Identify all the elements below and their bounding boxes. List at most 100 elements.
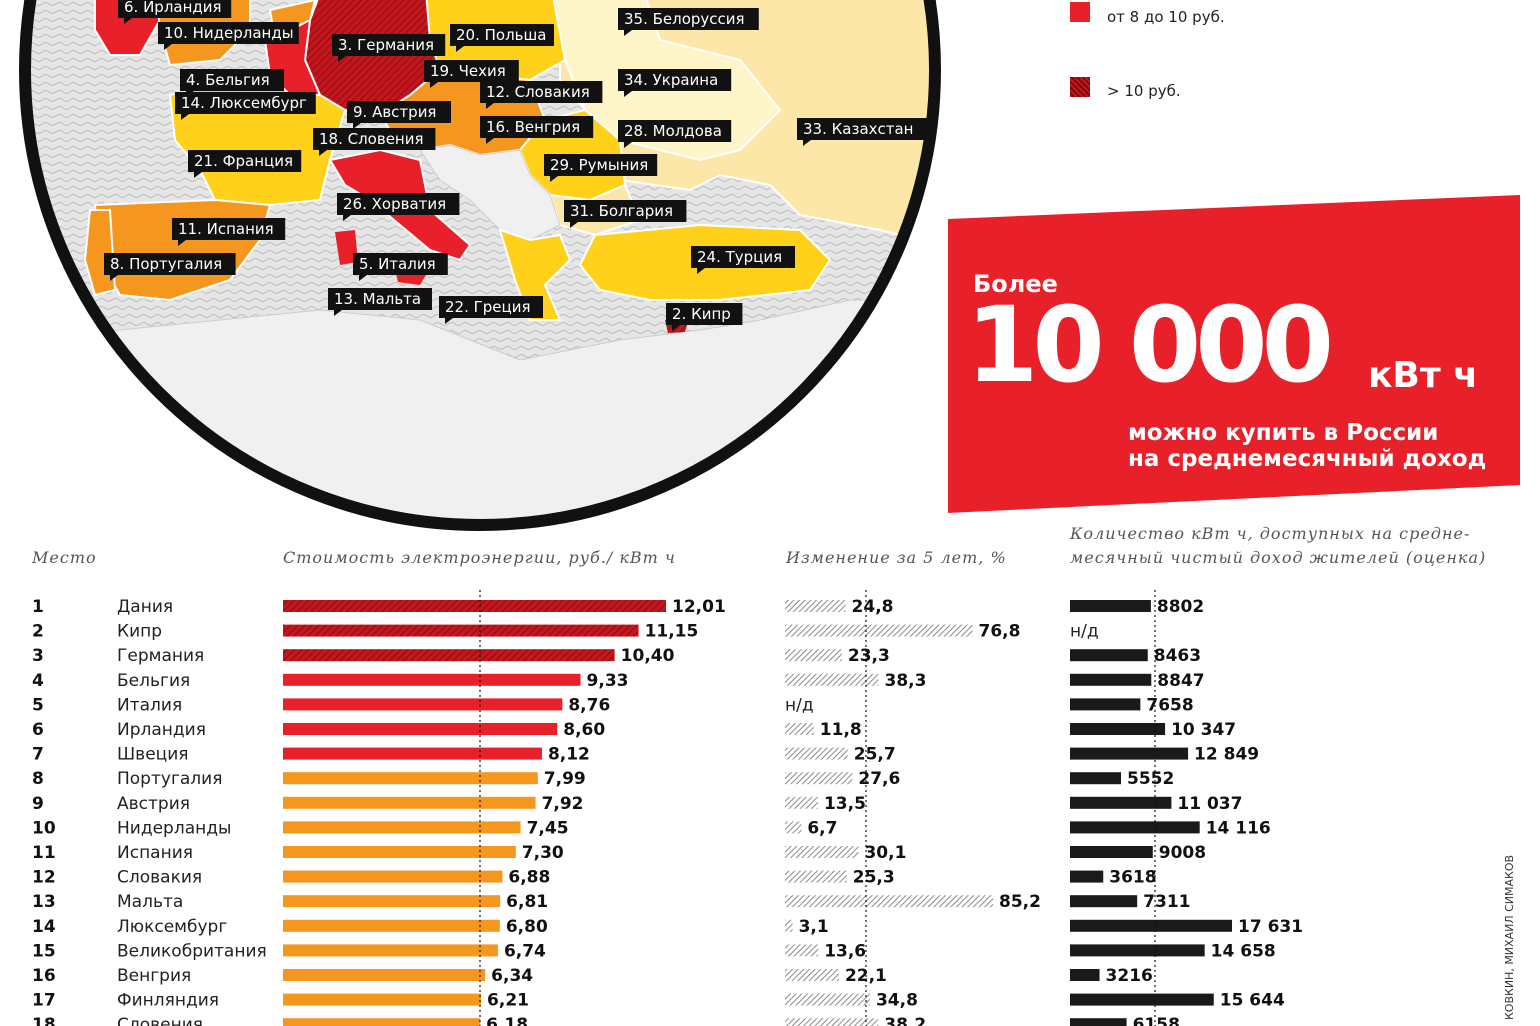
svg-text:34. Украина: 34. Украина <box>624 71 718 89</box>
map-label: 26. Хорватия <box>337 193 460 221</box>
table-row: 12 Словакия 6,88 25,3 3618 <box>32 868 1157 888</box>
rank-cell: 18 <box>32 1015 56 1026</box>
country-cell: Португалия <box>117 769 222 789</box>
rank-cell: 6 <box>32 720 44 740</box>
rank-cell: 10 <box>32 818 56 838</box>
kwh-bar <box>1070 747 1189 760</box>
map-label: 19. Чехия <box>424 60 519 88</box>
kwh-value: 14 116 <box>1206 818 1271 838</box>
legend-label-8-10: от 8 до 10 руб. <box>1107 8 1225 26</box>
rank-cell: 4 <box>32 671 44 691</box>
change-value: 24,8 <box>852 597 894 617</box>
table-row: 16 Венгрия 6,34 22,1 3216 <box>32 966 1153 986</box>
kwh-value: 8463 <box>1154 646 1201 666</box>
price-table: 1 Дания 12,01 24,8 8802 2 Кипр 11,15 76,8 н/д 3 Гер… <box>32 590 1303 1026</box>
promo-line2: на среднемесячный доход <box>1128 446 1487 472</box>
svg-text:5. Италия: 5. Италия <box>359 255 436 273</box>
kwh-value: 17 631 <box>1238 917 1303 937</box>
price-value: 6,21 <box>487 991 529 1011</box>
change-bar <box>785 673 879 686</box>
map-label: 13. Мальта <box>328 288 432 316</box>
region-sardinia <box>335 230 358 265</box>
rank-cell: 14 <box>32 917 56 937</box>
price-bar <box>283 993 482 1006</box>
price-value: 6,18 <box>486 1015 528 1026</box>
price-bar <box>283 1018 481 1026</box>
change-value: 27,6 <box>858 769 900 789</box>
table-row: 4 Бельгия 9,33 38,3 8847 <box>32 671 1205 691</box>
svg-text:28. Молдова: 28. Молдова <box>624 122 722 140</box>
price-bar <box>283 673 581 686</box>
table-row: 15 Великобритания 6,74 13,6 14 658 <box>32 941 1276 961</box>
kwh-bar <box>1070 1018 1127 1026</box>
price-value: 11,15 <box>645 622 699 642</box>
table-row: 5 Италия 8,76 н/д 7658 <box>32 695 1194 715</box>
map-label: 24. Турция <box>691 246 795 274</box>
header-price: Стоимость электроэнергии, руб./ кВт ч <box>283 548 676 567</box>
kwh-value: 15 644 <box>1220 991 1285 1011</box>
price-value: 7,45 <box>527 818 569 838</box>
promo-prefix: Более <box>973 270 1058 298</box>
kwh-value: 8802 <box>1157 597 1204 617</box>
price-value: 6,34 <box>491 966 533 986</box>
kwh-bar <box>1070 649 1148 662</box>
change-value: 34,8 <box>876 991 918 1011</box>
table-row: 14 Люксембург 6,80 3,1 17 631 <box>32 917 1303 937</box>
price-bar <box>283 895 501 908</box>
promo-unit: кВт ч <box>1368 355 1478 396</box>
country-cell: Люксембург <box>117 917 227 937</box>
map-label: 4. Бельгия <box>180 69 284 97</box>
svg-text:8. Португалия: 8. Португалия <box>110 255 222 273</box>
kwh-value: 6158 <box>1133 1015 1180 1026</box>
table-row: 11 Испания 7,30 30,1 9008 <box>32 843 1206 863</box>
change-bar <box>785 772 853 785</box>
table-row: 6 Ирландия 8,60 11,8 10 347 <box>32 720 1236 740</box>
price-value: 12,01 <box>672 597 726 617</box>
header-kwh-line1: Количество кВт ч, доступных на средне- <box>1070 524 1471 543</box>
legend-swatch-over-10 <box>1070 77 1090 97</box>
kwh-bar <box>1070 944 1205 957</box>
country-cell: Дания <box>117 597 173 617</box>
change-bar <box>785 747 848 760</box>
change-bar <box>785 796 818 809</box>
country-cell: Ирландия <box>117 720 206 740</box>
map-label: 34. Украина <box>618 69 732 97</box>
rank-cell: 1 <box>32 597 44 617</box>
price-value: 7,92 <box>542 794 584 814</box>
change-value: н/д <box>785 695 814 715</box>
price-value: 6,80 <box>506 917 548 937</box>
change-value: 30,1 <box>864 843 906 863</box>
change-bar <box>785 846 859 858</box>
credit: КОВКИН, МИХАИЛ СИМАКОВ <box>1503 854 1516 1020</box>
map-label: 16. Венгрия <box>480 116 594 144</box>
table-row: 2 Кипр 11,15 76,8 н/д <box>32 622 1099 642</box>
kwh-bar <box>1070 969 1100 981</box>
svg-text:21. Франция: 21. Франция <box>194 152 293 170</box>
kwh-bar <box>1070 698 1141 711</box>
country-cell: Австрия <box>117 794 190 814</box>
country-cell: Италия <box>117 695 182 715</box>
map-label: 18. Словения <box>313 128 436 156</box>
legend-swatch-8-10 <box>1070 2 1090 22</box>
price-value: 6,74 <box>504 941 546 961</box>
price-value: 8,76 <box>568 695 610 715</box>
map-label: 3. Германия <box>332 34 446 62</box>
table-row: 8 Португалия 7,99 27,6 5552 <box>32 769 1174 789</box>
country-cell: Кипр <box>117 622 162 642</box>
change-value: 38,2 <box>884 1015 926 1026</box>
svg-text:29. Румыния: 29. Румыния <box>550 156 648 174</box>
change-bar <box>785 919 793 932</box>
rank-cell: 13 <box>32 892 56 912</box>
change-bar <box>785 895 993 908</box>
country-cell: Германия <box>117 646 204 666</box>
svg-text:20. Польша: 20. Польша <box>456 26 546 44</box>
map-label: 12. Словакия <box>480 81 603 109</box>
svg-text:11. Испания: 11. Испания <box>178 220 274 238</box>
promo-box: Более 10 000 кВт ч можно купить в России… <box>948 195 1520 513</box>
price-bar <box>283 624 639 637</box>
svg-text:13. Мальта: 13. Мальта <box>334 290 421 308</box>
svg-text:26. Хорватия: 26. Хорватия <box>343 195 446 213</box>
svg-text:35. Белоруссия: 35. Белоруссия <box>624 10 745 28</box>
kwh-value: 14 658 <box>1211 941 1276 961</box>
svg-text:14. Люксембург: 14. Люксембург <box>181 94 307 112</box>
